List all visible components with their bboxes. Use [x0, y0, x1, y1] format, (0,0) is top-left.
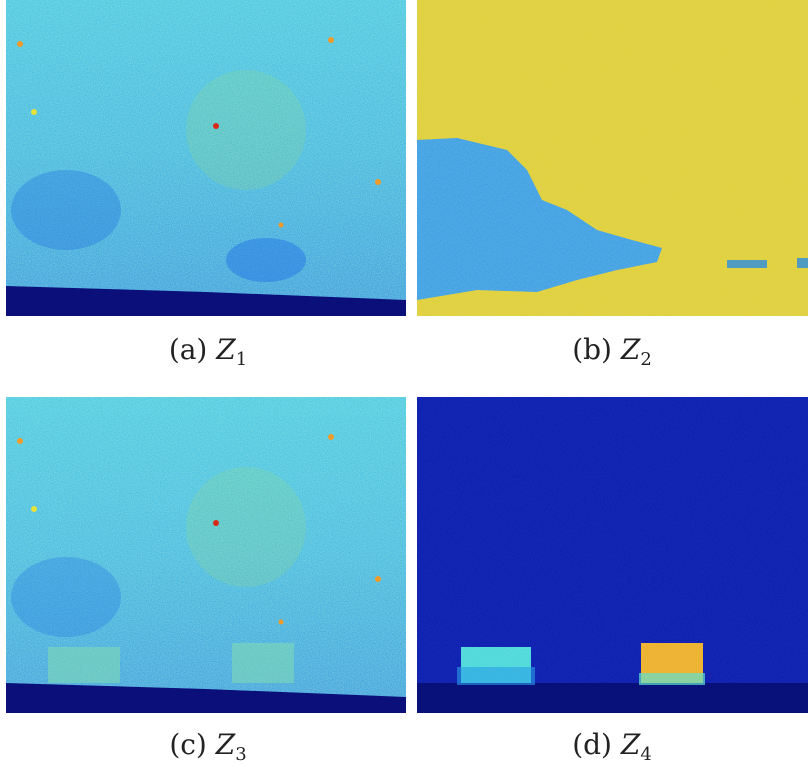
- caption-b-var: Z: [620, 333, 641, 366]
- caption-c-sub: 3: [235, 744, 247, 765]
- caption-c: (c) Z3: [6, 731, 410, 764]
- heatmap-image-z3: [6, 397, 406, 713]
- caption-a-sub: 1: [235, 349, 248, 370]
- caption-a: (a) Z1: [6, 336, 410, 369]
- caption-c-label: (c): [169, 728, 207, 761]
- heatmap-panel-z1: [6, 0, 406, 316]
- heatmap-image-z1: [6, 0, 406, 316]
- heatmap-image-z4: [417, 397, 808, 713]
- heatmap-panel-z3: [6, 397, 406, 713]
- caption-b-label: (b): [572, 333, 612, 366]
- heatmap-panel-z4: [417, 397, 808, 713]
- heatmap-image-z2: [417, 0, 808, 316]
- caption-a-var: Z: [216, 333, 236, 366]
- caption-a-label: (a): [168, 333, 208, 366]
- caption-d: (d) Z4: [410, 731, 808, 764]
- caption-d-label: (d): [572, 728, 612, 761]
- caption-b-sub: 2: [640, 349, 652, 370]
- heatmap-panel-z2: [417, 0, 808, 316]
- caption-d-var: Z: [620, 728, 641, 761]
- caption-c-var: Z: [215, 728, 236, 761]
- caption-b: (b) Z2: [410, 336, 808, 369]
- caption-d-sub: 4: [640, 744, 652, 765]
